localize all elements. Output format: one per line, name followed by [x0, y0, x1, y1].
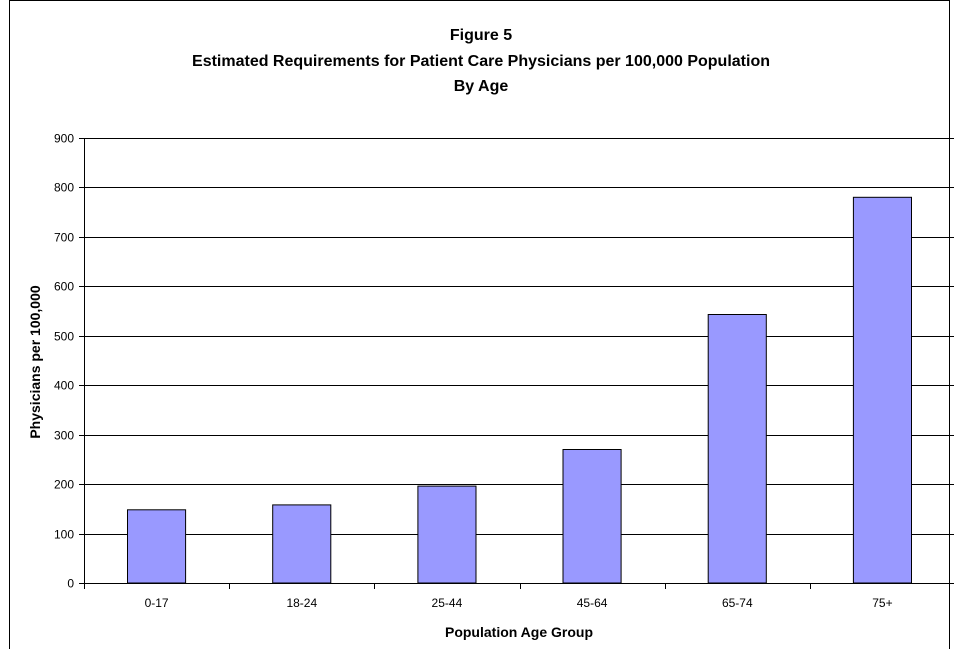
- y-tick-label: 600: [54, 280, 74, 294]
- x-tick-label: 65-74: [722, 596, 753, 610]
- chart-title-line-3: By Age: [454, 78, 509, 95]
- axes: [79, 138, 954, 589]
- y-tick-label: 400: [54, 379, 74, 393]
- x-tick-label: 18-24: [286, 596, 317, 610]
- x-tick-label: 75+: [872, 596, 892, 610]
- bar: [272, 504, 332, 584]
- bar: [127, 509, 187, 584]
- x-axis-title: Population Age Group: [445, 624, 593, 640]
- bars: [127, 196, 913, 584]
- y-tick-label: 200: [54, 478, 74, 492]
- chart-title-line-1: Figure 5: [450, 27, 512, 44]
- x-tick-labels: 0-17 18-24 25-44 45-64 65-74 75+: [145, 596, 893, 610]
- y-tick-label: 900: [54, 132, 74, 146]
- y-tick-label: 300: [54, 429, 74, 443]
- y-tick-label: 0: [67, 577, 74, 591]
- x-tick-label: 45-64: [577, 596, 608, 610]
- y-tick-label: 700: [54, 231, 74, 245]
- y-tick-label: 500: [54, 330, 74, 344]
- y-tick-label: 100: [54, 528, 74, 542]
- x-tick-label: 25-44: [432, 596, 463, 610]
- y-tick-labels: 0 100 200 300 400 500 600 700 800 900: [54, 132, 74, 591]
- bar: [562, 449, 622, 584]
- bar: [707, 314, 767, 584]
- bar: [852, 196, 913, 584]
- bar: [417, 485, 477, 584]
- chart-title-line-2: Estimated Requirements for Patient Care …: [192, 53, 770, 70]
- y-axis-title: Physicians per 100,000: [27, 285, 43, 439]
- y-tick-label: 800: [54, 181, 74, 195]
- x-tick-label: 0-17: [145, 596, 169, 610]
- gridlines: [84, 138, 954, 535]
